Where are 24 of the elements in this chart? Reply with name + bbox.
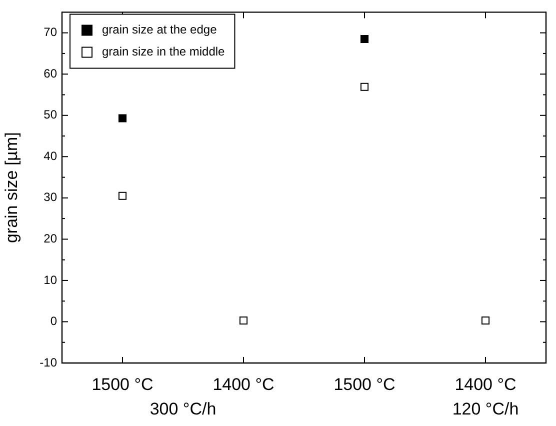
- point: [481, 316, 490, 325]
- y-tick-label: 30: [44, 190, 58, 204]
- x-tick-label: 1400 °C: [212, 374, 274, 394]
- y-axis-title: grain size [µm]: [2, 132, 21, 244]
- x-tick-label: 1400 °C: [454, 374, 516, 394]
- y-tick-label: 70: [44, 25, 58, 40]
- legend-label: grain size in the middle: [102, 44, 226, 59]
- y-tick-label: 40: [44, 148, 58, 163]
- legend-label: grain size at the edge: [102, 22, 218, 37]
- y-tick-label: 60: [44, 66, 58, 80]
- y-tick-label: 20: [44, 232, 58, 246]
- x-tick-label: 1500 °C: [334, 374, 396, 394]
- point: [118, 114, 127, 122]
- text: 300 °C/h: [150, 400, 216, 419]
- y-tick-label: -10: [40, 355, 58, 370]
- x-tick-label: 1500 °C: [92, 374, 154, 394]
- point: [360, 82, 369, 91]
- point: [239, 316, 248, 325]
- y-tick-label: 10: [44, 272, 58, 287]
- text: 120 °C/h: [452, 400, 519, 419]
- point: [118, 192, 127, 200]
- y-tick-label: 50: [44, 108, 58, 122]
- y-tick-label: 0: [50, 314, 58, 328]
- point: [360, 34, 369, 44]
